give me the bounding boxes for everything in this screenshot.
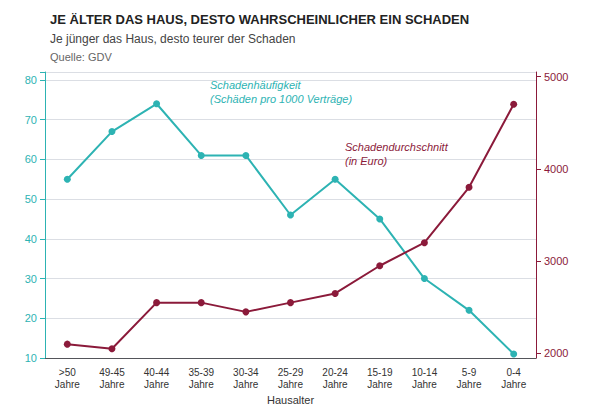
svg-text:Hausalter: Hausalter — [267, 394, 314, 406]
svg-text:Jahre: Jahre — [144, 379, 169, 390]
svg-text:60: 60 — [25, 153, 37, 165]
svg-text:Jahre: Jahre — [55, 379, 80, 390]
svg-text:Jahre: Jahre — [323, 379, 348, 390]
svg-text:>50: >50 — [59, 367, 76, 378]
svg-text:Jahre: Jahre — [501, 379, 526, 390]
svg-text:70: 70 — [25, 114, 37, 126]
svg-text:80: 80 — [25, 74, 37, 86]
svg-text:30-34: 30-34 — [233, 367, 259, 378]
svg-text:Schadenhäufigkeit: Schadenhäufigkeit — [210, 79, 301, 91]
svg-text:(Schäden pro 1000 Verträge): (Schäden pro 1000 Verträge) — [210, 93, 352, 105]
svg-text:Jahre: Jahre — [412, 379, 437, 390]
svg-text:0-4: 0-4 — [506, 367, 521, 378]
svg-text:35-39: 35-39 — [188, 367, 214, 378]
svg-text:20: 20 — [25, 312, 37, 324]
svg-text:20-24: 20-24 — [322, 367, 348, 378]
svg-text:50: 50 — [25, 193, 37, 205]
svg-text:49-45: 49-45 — [99, 367, 125, 378]
svg-text:15-19: 15-19 — [367, 367, 393, 378]
svg-text:Jahre: Jahre — [367, 379, 392, 390]
svg-text:Jahre: Jahre — [278, 379, 303, 390]
svg-text:5-9: 5-9 — [462, 367, 477, 378]
svg-text:5000: 5000 — [544, 71, 568, 83]
svg-text:3000: 3000 — [544, 255, 568, 267]
svg-text:40: 40 — [25, 233, 37, 245]
svg-text:Jahre: Jahre — [457, 379, 482, 390]
svg-text:4000: 4000 — [544, 163, 568, 175]
svg-text:10: 10 — [25, 352, 37, 364]
svg-text:Jahre: Jahre — [233, 379, 258, 390]
svg-text:10-14: 10-14 — [412, 367, 438, 378]
svg-text:25-29: 25-29 — [278, 367, 304, 378]
svg-text:Jahre: Jahre — [189, 379, 214, 390]
svg-text:(in Euro): (in Euro) — [345, 155, 388, 167]
svg-text:Quelle: GDV: Quelle: GDV — [50, 51, 112, 63]
svg-text:Schadendurchschnitt: Schadendurchschnitt — [345, 141, 449, 153]
svg-text:Jahre: Jahre — [99, 379, 124, 390]
svg-text:40-44: 40-44 — [144, 367, 170, 378]
svg-text:Je jünger das Haus, desto teur: Je jünger das Haus, desto teurer der Sch… — [50, 32, 295, 46]
svg-text:2000: 2000 — [544, 347, 568, 359]
svg-text:30: 30 — [25, 273, 37, 285]
svg-text:JE ÄLTER DAS HAUS, DESTO WAHRS: JE ÄLTER DAS HAUS, DESTO WAHRSCHEINLICHE… — [50, 12, 469, 27]
